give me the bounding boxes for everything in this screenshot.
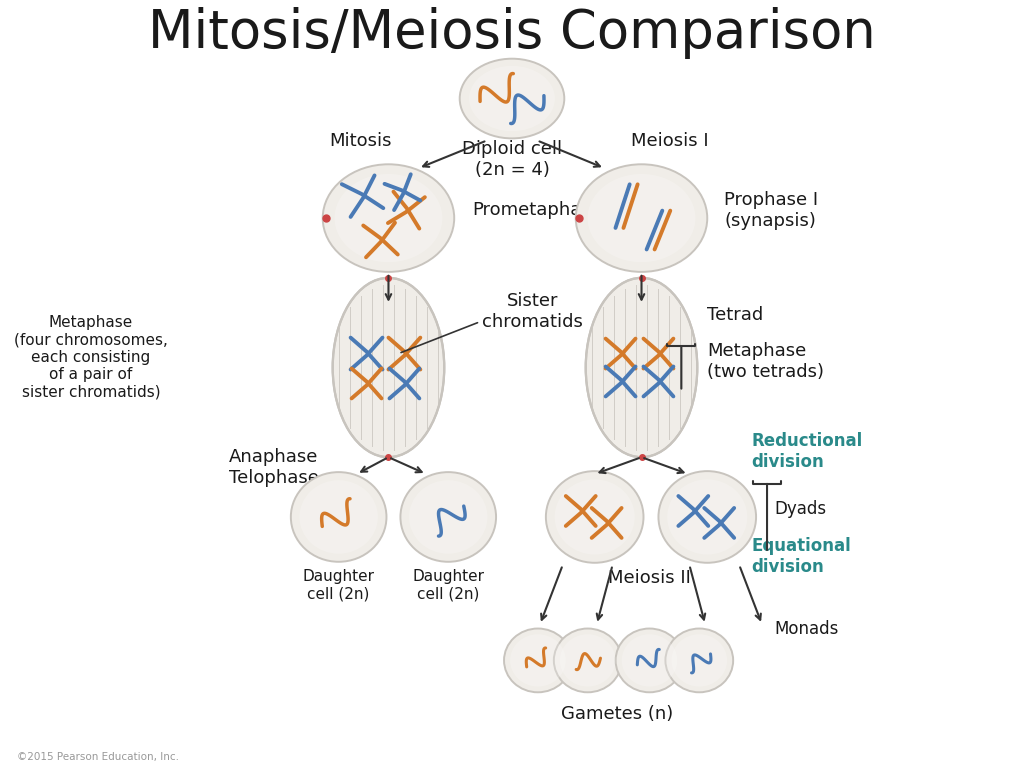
Text: Mitosis: Mitosis (330, 132, 392, 151)
Ellipse shape (658, 471, 756, 563)
Ellipse shape (672, 634, 727, 687)
Text: Metaphase
(four chromosomes,
each consisting
of a pair of
sister chromatids): Metaphase (four chromosomes, each consis… (14, 315, 168, 400)
Text: Daughter
cell (2n): Daughter cell (2n) (413, 569, 484, 601)
Text: Metaphase
(two tetrads): Metaphase (two tetrads) (708, 342, 824, 381)
Text: Meiosis I: Meiosis I (631, 132, 709, 151)
Text: Mitosis/Meiosis Comparison: Mitosis/Meiosis Comparison (148, 7, 876, 59)
Ellipse shape (409, 480, 487, 554)
Ellipse shape (560, 634, 615, 687)
Text: Prometaphase: Prometaphase (472, 201, 602, 219)
Ellipse shape (299, 480, 378, 554)
Text: ©2015 Pearson Education, Inc.: ©2015 Pearson Education, Inc. (16, 752, 179, 762)
Ellipse shape (460, 58, 564, 138)
Text: Equational
division: Equational division (751, 538, 851, 576)
Ellipse shape (622, 634, 677, 687)
Ellipse shape (400, 472, 496, 561)
Ellipse shape (291, 472, 386, 561)
Ellipse shape (555, 479, 635, 554)
Ellipse shape (554, 628, 622, 692)
Text: Gametes (n): Gametes (n) (561, 705, 674, 723)
Text: Tetrad: Tetrad (708, 306, 764, 324)
Ellipse shape (323, 164, 455, 272)
Ellipse shape (586, 278, 697, 457)
Text: Reductional
division: Reductional division (751, 432, 862, 471)
Ellipse shape (469, 66, 555, 131)
Ellipse shape (504, 628, 571, 692)
Ellipse shape (668, 479, 748, 554)
Ellipse shape (615, 628, 683, 692)
Ellipse shape (546, 471, 643, 563)
Text: Monads: Monads (774, 620, 839, 637)
Text: Dyads: Dyads (774, 500, 826, 518)
Ellipse shape (510, 634, 565, 687)
Text: Meiosis II: Meiosis II (608, 569, 691, 587)
Ellipse shape (666, 628, 733, 692)
Text: Prophase I
(synapsis): Prophase I (synapsis) (724, 190, 818, 230)
Text: Diploid cell
(2n = 4): Diploid cell (2n = 4) (462, 141, 562, 179)
Ellipse shape (333, 278, 444, 457)
Text: Anaphase
Telophase: Anaphase Telophase (228, 448, 318, 487)
Ellipse shape (335, 174, 442, 262)
Ellipse shape (575, 164, 708, 272)
Text: Daughter
cell (2n): Daughter cell (2n) (303, 569, 375, 601)
Ellipse shape (588, 174, 695, 262)
Text: Sister
chromatids: Sister chromatids (482, 293, 583, 331)
